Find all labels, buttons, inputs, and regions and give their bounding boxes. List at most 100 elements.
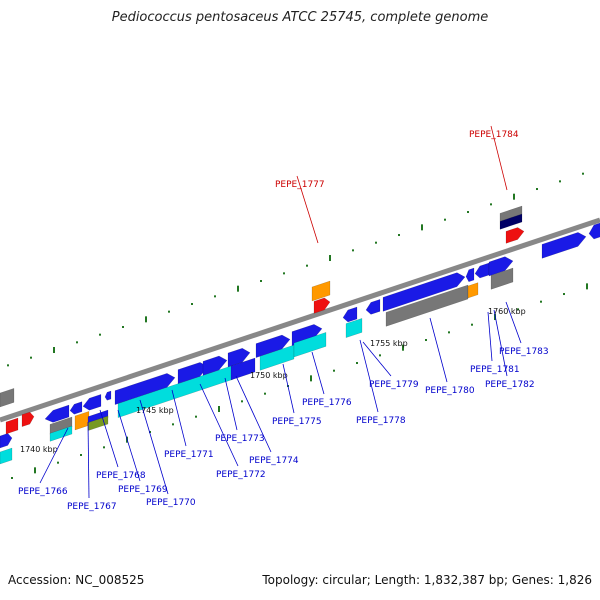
label-leader-line [429, 317, 448, 383]
track-dot [237, 285, 239, 292]
track-dot [356, 362, 358, 365]
track-dot [149, 431, 151, 434]
gene-label[interactable]: PEPE_1778 [356, 416, 406, 426]
gene-feature[interactable] [499, 213, 523, 230]
label-leader-line [505, 301, 522, 344]
gene-feature[interactable] [69, 401, 83, 415]
gene-feature[interactable] [465, 267, 475, 283]
gene-feature[interactable] [385, 284, 469, 327]
gene-label[interactable]: PEPE_1767 [67, 502, 117, 512]
gene-feature[interactable] [255, 334, 291, 359]
gene-label[interactable]: PEPE_1780 [425, 386, 475, 396]
track-dot [191, 303, 193, 306]
track-dot [195, 415, 197, 418]
gene-feature[interactable] [82, 393, 102, 411]
track-dot [425, 339, 427, 342]
gene-feature[interactable] [541, 232, 587, 259]
track-dot [306, 264, 308, 267]
gene-feature[interactable] [382, 272, 466, 312]
gene-feature[interactable] [44, 404, 70, 423]
gene-feature[interactable] [345, 317, 363, 339]
track-dot [76, 341, 78, 344]
track-dot [513, 193, 515, 200]
gene-feature[interactable] [5, 417, 19, 435]
gene-feature[interactable] [74, 410, 90, 431]
backbone-line [0, 217, 600, 423]
label-leader-line [171, 389, 187, 447]
label-leader-line [99, 409, 119, 468]
track-dot [467, 211, 469, 214]
kbp-ruler: 1740 kbp 1745 kbp 1750 kbp 1755 kbp 1760 kbp [20, 307, 526, 454]
gene-feature[interactable] [588, 222, 600, 240]
gene-feature[interactable] [293, 331, 327, 358]
track-dot [264, 392, 266, 395]
gene-label[interactable]: PEPE_1775 [272, 417, 322, 427]
track-dot [172, 423, 174, 426]
gene-label[interactable]: PEPE_1776 [302, 398, 352, 408]
gene-feature[interactable] [474, 262, 490, 279]
label-leader-line [117, 409, 141, 482]
label-leader-line [493, 309, 508, 377]
track-dot [402, 344, 404, 351]
gene-feature[interactable] [0, 387, 15, 408]
track-dot [53, 347, 55, 354]
gene-label[interactable]: PEPE_1782 [485, 380, 535, 390]
track-dot [145, 316, 147, 323]
gene-label[interactable]: PEPE_1772 [216, 470, 266, 480]
track-dot [352, 249, 354, 252]
gene-label[interactable]: PEPE_1766 [18, 487, 68, 497]
gene-feature[interactable] [21, 411, 35, 428]
gene-feature[interactable] [311, 280, 331, 302]
gene-feature[interactable] [0, 433, 13, 449]
gene-feature[interactable] [114, 373, 176, 406]
track-dot [379, 354, 381, 357]
track-dot [7, 364, 9, 367]
gene-feature[interactable] [104, 390, 112, 401]
track-dot [11, 477, 13, 480]
track-dot [34, 467, 36, 474]
gene-label[interactable]: PEPE_1774 [249, 456, 299, 466]
track-dot [57, 461, 59, 464]
gene-label[interactable]: PEPE_1773 [215, 434, 265, 444]
gene-feature[interactable] [259, 344, 295, 371]
label-leader-line [139, 399, 169, 495]
label-leader-line [362, 341, 392, 377]
gene-label[interactable]: PEPE_1781 [470, 365, 520, 375]
track-dot [471, 323, 473, 326]
gene-feature[interactable] [467, 282, 479, 299]
label-leader-line [487, 311, 493, 362]
gene-feature[interactable] [490, 267, 514, 290]
gene-label[interactable]: PEPE_1768 [96, 471, 146, 481]
gene-feature[interactable] [49, 425, 73, 442]
gene-labels[interactable]: PEPE_1766 PEPE_1767 PEPE_1768 PEPE_1769 PEPE… [18, 125, 549, 512]
gene-label[interactable]: PEPE_1783 [499, 347, 549, 357]
map-title: Pediococcus pentosaceus ATCC 25745, comp… [111, 10, 489, 25]
gene-feature[interactable] [313, 297, 331, 314]
gene-label[interactable]: PEPE_1779 [369, 380, 419, 390]
track-dot [218, 406, 220, 413]
gene-feature[interactable] [202, 355, 228, 376]
track-dot [283, 272, 285, 275]
gene-feature[interactable] [342, 306, 358, 323]
label-leader-line [359, 339, 379, 413]
label-leader-line [296, 175, 319, 244]
gene-label[interactable]: PEPE_1771 [164, 450, 214, 460]
gene-feature[interactable] [291, 324, 323, 347]
track-dot [241, 400, 243, 403]
gene-feature[interactable] [488, 256, 514, 277]
gene-label[interactable]: PEPE_1769 [118, 485, 168, 495]
label-leader-line [490, 125, 508, 191]
gene-feature[interactable] [365, 298, 381, 315]
gene-feature[interactable] [227, 347, 251, 368]
label-leader-line [199, 383, 239, 467]
gene-feature[interactable] [230, 357, 256, 381]
gene-label[interactable]: PEPE_1784 [469, 130, 519, 140]
track-dot [536, 188, 538, 191]
label-leader-line [235, 375, 272, 453]
gene-label[interactable]: PEPE_1770 [146, 498, 196, 508]
track-dot [563, 293, 565, 296]
gene-label[interactable]: PEPE_1777 [275, 180, 325, 190]
gene-feature[interactable] [505, 227, 525, 244]
gene-feature[interactable] [0, 447, 13, 465]
